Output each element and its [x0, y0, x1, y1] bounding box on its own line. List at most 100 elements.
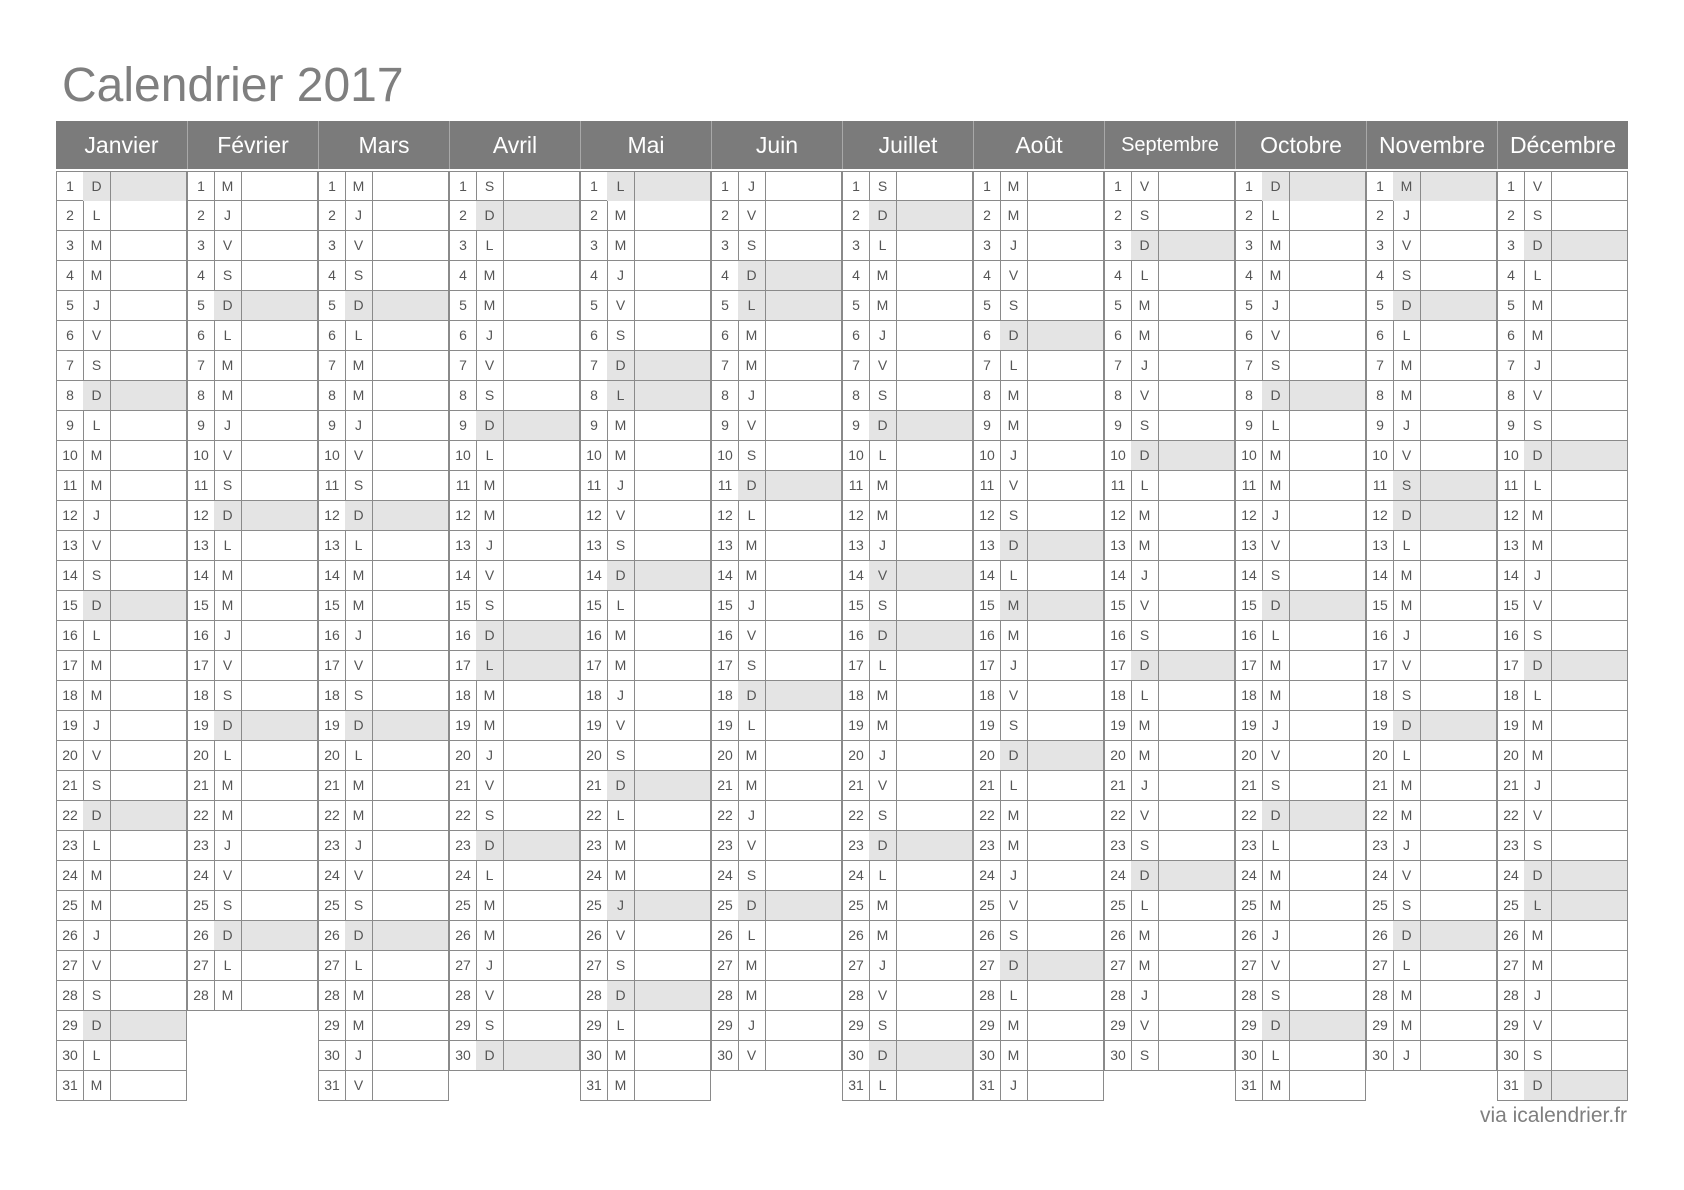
day-number: 1 — [1498, 172, 1525, 201]
day-number: 17 — [1236, 651, 1263, 680]
day-note-cell — [1028, 891, 1103, 920]
day-note-cell — [1028, 831, 1103, 860]
day-note-cell — [766, 471, 841, 500]
day-number: 1 — [843, 172, 870, 201]
weekday-letter: V — [476, 771, 504, 800]
day-row: 14 S — [1235, 561, 1366, 591]
weekday-letter: V — [1524, 591, 1552, 620]
day-number: 9 — [974, 411, 1001, 440]
weekday-letter: M — [607, 831, 635, 860]
day-row: 22 J — [711, 801, 842, 831]
weekday-letter: J — [1393, 1041, 1421, 1070]
day-note-cell — [373, 261, 448, 290]
day-number: 1 — [188, 172, 215, 201]
month-header: Décembre — [1497, 121, 1628, 169]
weekday-letter: D — [214, 921, 242, 950]
weekday-letter: S — [1131, 201, 1159, 230]
day-note-cell — [504, 531, 579, 560]
day-note-cell — [1421, 981, 1496, 1010]
day-note-cell — [1028, 861, 1103, 890]
weekday-letter: L — [1262, 621, 1290, 650]
day-number: 27 — [974, 951, 1001, 980]
weekday-letter: S — [869, 381, 897, 410]
day-row: 24 L — [449, 861, 580, 891]
day-row: 30 J — [318, 1041, 449, 1071]
day-note-cell — [1028, 981, 1103, 1010]
day-note-cell — [111, 681, 186, 710]
weekday-letter: L — [345, 321, 373, 350]
day-note-cell — [1290, 1071, 1365, 1100]
weekday-letter: J — [1131, 981, 1159, 1010]
day-number: 9 — [1498, 411, 1525, 440]
weekday-letter: M — [1262, 471, 1290, 500]
weekday-letter: D — [607, 561, 635, 590]
day-number: 18 — [843, 681, 870, 710]
weekday-letter: V — [1131, 1011, 1159, 1040]
day-note-cell — [242, 591, 317, 620]
day-note-cell — [766, 981, 841, 1010]
day-row: 15 D — [1235, 591, 1366, 621]
day-number: 18 — [450, 681, 477, 710]
weekday-letter: M — [1393, 981, 1421, 1010]
day-number: 31 — [974, 1071, 1001, 1100]
weekday-letter: M — [345, 351, 373, 380]
weekday-letter: D — [1262, 381, 1290, 410]
day-row: 12 M — [1104, 501, 1235, 531]
day-note-cell — [1290, 771, 1365, 800]
weekday-letter: L — [1524, 891, 1552, 920]
day-note-cell — [1421, 861, 1496, 890]
day-number: 28 — [1105, 981, 1132, 1010]
weekday-letter: D — [476, 621, 504, 650]
day-note-cell — [504, 351, 579, 380]
weekday-letter: M — [738, 321, 766, 350]
day-note-cell — [242, 741, 317, 770]
weekday-letter: M — [1131, 291, 1159, 320]
day-note-cell — [1552, 861, 1627, 890]
day-note-cell — [1159, 681, 1234, 710]
weekday-letter: D — [476, 411, 504, 440]
day-number: 28 — [1367, 981, 1394, 1010]
weekday-letter: L — [738, 711, 766, 740]
weekday-letter: D — [1131, 441, 1159, 470]
weekday-letter: J — [214, 831, 242, 860]
weekday-letter: V — [1524, 801, 1552, 830]
day-number: 1 — [1367, 172, 1394, 201]
day-number: 16 — [319, 621, 346, 650]
day-note-cell — [111, 951, 186, 980]
day-note-cell — [111, 321, 186, 350]
day-number: 19 — [57, 711, 84, 740]
day-note-cell — [1290, 201, 1365, 230]
weekday-letter: M — [83, 891, 111, 920]
day-row: 14 J — [1497, 561, 1628, 591]
weekday-letter: M — [607, 651, 635, 680]
weekday-letter: V — [1393, 651, 1421, 680]
day-note-cell — [373, 1041, 448, 1070]
weekday-letter: V — [476, 561, 504, 590]
day-row: 16 V — [711, 621, 842, 651]
day-number: 25 — [450, 891, 477, 920]
weekday-letter: L — [214, 531, 242, 560]
day-note-cell — [1290, 351, 1365, 380]
day-row: 10 M — [56, 441, 187, 471]
day-number: 22 — [1498, 801, 1525, 830]
day-note-cell — [111, 981, 186, 1010]
day-number: 14 — [1367, 561, 1394, 590]
weekday-letter: L — [214, 741, 242, 770]
weekday-letter: M — [1524, 291, 1552, 320]
day-row: 29 V — [1497, 1011, 1628, 1041]
weekday-letter: L — [1262, 831, 1290, 860]
weekday-letter: M — [1000, 411, 1028, 440]
weekday-letter: D — [214, 711, 242, 740]
day-number: 23 — [450, 831, 477, 860]
